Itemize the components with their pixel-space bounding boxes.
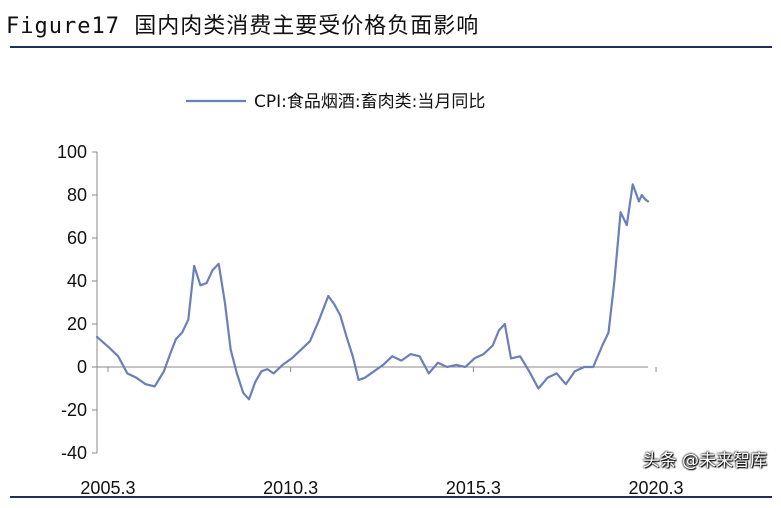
y-tick-label: 20 bbox=[67, 314, 87, 334]
y-tick-label: -20 bbox=[61, 400, 87, 420]
y-tick-label: 40 bbox=[67, 271, 87, 291]
legend: CPI:食品烟酒:畜肉类:当月同比 bbox=[186, 92, 485, 112]
y-tick-labels: 100 80 60 40 20 0 -20 -40 bbox=[57, 142, 97, 463]
y-tick-label: 80 bbox=[67, 185, 87, 205]
bottom-rule bbox=[10, 496, 772, 498]
x-tick-labels: 2005.3 2010.3 2015.3 2020.3 bbox=[80, 367, 684, 498]
x-tick-label: 2010.3 bbox=[263, 478, 318, 498]
axes bbox=[96, 152, 648, 453]
series-line bbox=[95, 183, 650, 401]
series-group bbox=[95, 183, 650, 401]
y-tick-label: 0 bbox=[77, 357, 87, 377]
x-tick-label: 2005.3 bbox=[80, 478, 135, 498]
y-tick-label: 60 bbox=[67, 228, 87, 248]
title-rule bbox=[10, 46, 772, 48]
figure-title: Figure17 国内肉类消费主要受价格负面影响 bbox=[6, 14, 480, 39]
y-tick-label: -40 bbox=[61, 443, 87, 463]
y-tick-label: 100 bbox=[57, 142, 87, 162]
x-tick-label: 2020.3 bbox=[629, 478, 684, 498]
x-tick-label: 2015.3 bbox=[446, 478, 501, 498]
legend-label: CPI:食品烟酒:畜肉类:当月同比 bbox=[254, 92, 485, 112]
watermark: 头条 @未来智库 bbox=[642, 451, 767, 471]
